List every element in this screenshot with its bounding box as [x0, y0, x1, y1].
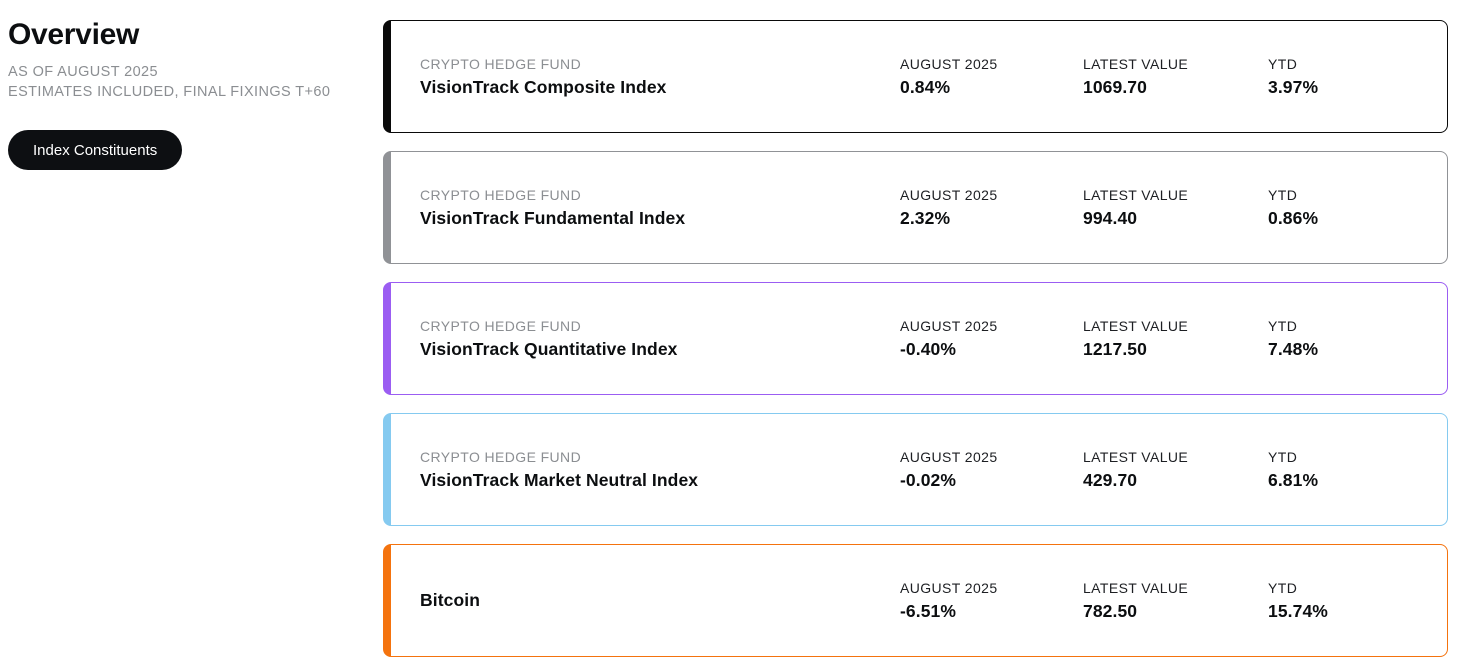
- sidebar: Overview AS OF AUGUST 2025 ESTIMATES INC…: [8, 18, 368, 170]
- estimates-note: ESTIMATES INCLUDED, FINAL FIXINGS T+60: [8, 84, 331, 100]
- stat-latest-value-value: 994.40: [1083, 207, 1138, 228]
- stat-ytd-value: 15.74%: [1268, 600, 1328, 621]
- index-card: CRYPTO HEDGE FUND VisionTrack Composite …: [383, 20, 1448, 133]
- stat-latest-value: LATEST VALUE 1069.70: [1083, 56, 1268, 98]
- stat-ytd: YTD 0.86%: [1268, 187, 1438, 229]
- stat-latest-value-label: LATEST VALUE: [1083, 186, 1189, 203]
- stat-monthly-return-label: AUGUST 2025: [900, 317, 998, 334]
- stat-ytd-label: YTD: [1268, 186, 1298, 203]
- stat-latest-value-label: LATEST VALUE: [1083, 55, 1189, 72]
- stat-monthly-return: AUGUST 2025 0.84%: [900, 56, 1083, 98]
- stat-latest-value: LATEST VALUE 1217.50: [1083, 318, 1268, 360]
- stat-monthly-return-value: 2.32%: [900, 207, 951, 228]
- index-card: CRYPTO HEDGE FUND VisionTrack Market Neu…: [383, 413, 1448, 526]
- card-index-name: VisionTrack Quantitative Index: [420, 338, 678, 359]
- stat-latest-value-value: 1069.70: [1083, 76, 1147, 97]
- stat-ytd-value: 7.48%: [1268, 338, 1319, 359]
- stat-monthly-return-value: 0.84%: [900, 76, 951, 97]
- stat-monthly-return: AUGUST 2025 -0.40%: [900, 318, 1083, 360]
- stat-monthly-return: AUGUST 2025 2.32%: [900, 187, 1083, 229]
- stat-latest-value-label: LATEST VALUE: [1083, 448, 1189, 465]
- stat-ytd-label: YTD: [1268, 579, 1298, 596]
- stat-ytd-label: YTD: [1268, 317, 1298, 334]
- card-name-block: CRYPTO HEDGE FUND VisionTrack Market Neu…: [420, 449, 900, 491]
- stat-monthly-return-value: -6.51%: [900, 600, 957, 621]
- stat-monthly-return-label: AUGUST 2025: [900, 448, 998, 465]
- card-index-name: VisionTrack Composite Index: [420, 76, 667, 97]
- stat-monthly-return-label: AUGUST 2025: [900, 186, 998, 203]
- card-index-name: VisionTrack Fundamental Index: [420, 207, 686, 228]
- index-constituents-button[interactable]: Index Constituents: [8, 130, 183, 170]
- stat-latest-value-label: LATEST VALUE: [1083, 579, 1189, 596]
- card-index-name: Bitcoin: [420, 590, 481, 610]
- page-title: Overview: [8, 18, 140, 51]
- stat-ytd: YTD 3.97%: [1268, 56, 1438, 98]
- card-name-block: CRYPTO HEDGE FUND VisionTrack Fundamenta…: [420, 187, 900, 229]
- card-name-block: Bitcoin: [420, 590, 900, 611]
- card-name-block: CRYPTO HEDGE FUND VisionTrack Composite …: [420, 56, 900, 98]
- stat-monthly-return-label: AUGUST 2025: [900, 55, 998, 72]
- stat-ytd: YTD 6.81%: [1268, 449, 1438, 491]
- stat-ytd-value: 6.81%: [1268, 469, 1319, 490]
- index-card: Bitcoin AUGUST 2025 -6.51% LATEST VALUE …: [383, 544, 1448, 657]
- stat-latest-value: LATEST VALUE 429.70: [1083, 449, 1268, 491]
- stat-latest-value-label: LATEST VALUE: [1083, 317, 1189, 334]
- stat-ytd: YTD 15.74%: [1268, 580, 1438, 622]
- stat-monthly-return: AUGUST 2025 -6.51%: [900, 580, 1083, 622]
- card-category-label: CRYPTO HEDGE FUND: [420, 448, 582, 465]
- stat-latest-value-value: 782.50: [1083, 600, 1138, 621]
- stat-ytd-label: YTD: [1268, 448, 1298, 465]
- card-category-label: CRYPTO HEDGE FUND: [420, 55, 582, 72]
- card-name-block: CRYPTO HEDGE FUND VisionTrack Quantitati…: [420, 318, 900, 360]
- stat-latest-value-value: 429.70: [1083, 469, 1138, 490]
- index-card: CRYPTO HEDGE FUND VisionTrack Quantitati…: [383, 282, 1448, 395]
- card-category-label: CRYPTO HEDGE FUND: [420, 317, 582, 334]
- stat-latest-value: LATEST VALUE 782.50: [1083, 580, 1268, 622]
- stat-monthly-return-value: -0.40%: [900, 338, 957, 359]
- stat-ytd-value: 3.97%: [1268, 76, 1319, 97]
- stat-latest-value: LATEST VALUE 994.40: [1083, 187, 1268, 229]
- index-card: CRYPTO HEDGE FUND VisionTrack Fundamenta…: [383, 151, 1448, 264]
- card-index-name: VisionTrack Market Neutral Index: [420, 469, 699, 490]
- as-of-date-label: AS OF AUGUST 2025: [8, 64, 158, 80]
- stat-ytd-value: 0.86%: [1268, 207, 1319, 228]
- index-cards-list: CRYPTO HEDGE FUND VisionTrack Composite …: [383, 20, 1448, 662]
- card-category-label: CRYPTO HEDGE FUND: [420, 186, 582, 203]
- stat-ytd: YTD 7.48%: [1268, 318, 1438, 360]
- stat-monthly-return-label: AUGUST 2025: [900, 579, 998, 596]
- stat-ytd-label: YTD: [1268, 55, 1298, 72]
- stat-monthly-return-value: -0.02%: [900, 469, 957, 490]
- stat-latest-value-value: 1217.50: [1083, 338, 1147, 359]
- stat-monthly-return: AUGUST 2025 -0.02%: [900, 449, 1083, 491]
